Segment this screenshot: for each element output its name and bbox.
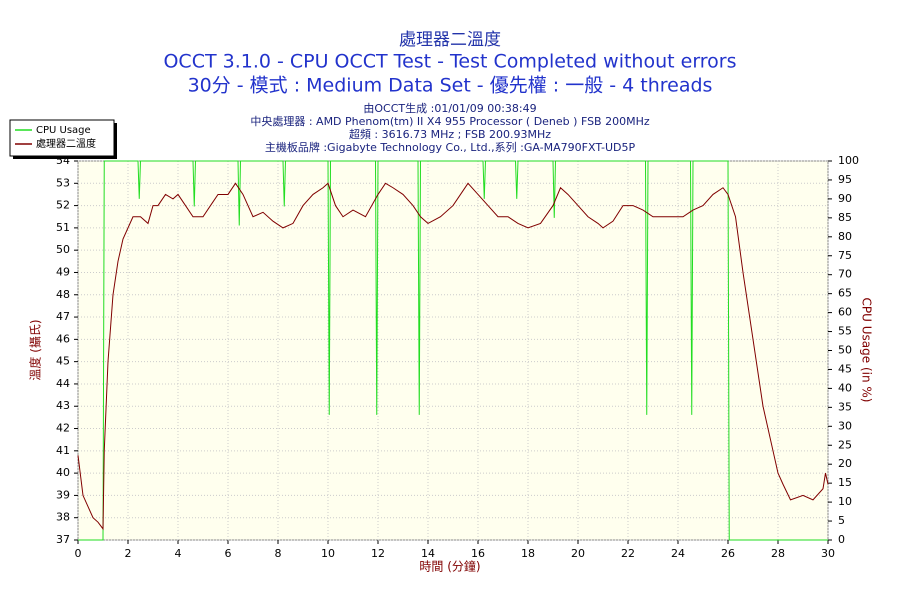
y-tick-label: 40 [56,466,70,479]
y-tick-label: 45 [56,355,70,368]
x-tick-label: 2 [125,547,132,560]
y-tick-label: 42 [56,422,70,435]
y-tick-label: 53 [56,176,70,189]
x-tick-label: 30 [821,547,835,560]
info-line: 主機板品牌 :Gigabyte Technology Co., Ltd.,系列 … [265,140,636,154]
legend-label: 處理器二溫度 [36,137,96,150]
y2-tick-label: 65 [838,287,852,300]
y2-tick-label: 85 [838,211,852,224]
x-tick-label: 16 [471,547,485,560]
data-line [77,182,829,531]
info-line: 由OCCT生成 :01/01/09 00:38:49 [363,101,536,115]
y2-tick-label: 30 [838,419,852,432]
y-tick-label: 47 [56,310,70,323]
x-axis-label: 時間 (分鐘) [419,559,480,574]
y2-tick-label: 60 [838,306,852,319]
y2-tick-label: 80 [838,230,852,243]
chart-title: 處理器二溫度 [399,30,501,50]
x-tick-label: 10 [321,547,335,560]
x-tick-label: 18 [521,547,535,560]
y2-tick-label: 0 [838,533,845,546]
y2-tick-label: 45 [838,362,852,375]
x-tick-label: 12 [371,547,385,560]
y2-tick-label: 50 [838,344,852,357]
x-tick-label: 14 [421,547,435,560]
legend-label: CPU Usage [36,125,91,136]
y2-tick-label: 55 [838,325,852,338]
y2-tick-label: 15 [838,476,852,489]
y2-axis-label: CPU Usage (in %) [860,298,874,403]
y2-tick-label: 95 [838,173,852,186]
y-tick-label: 50 [56,243,70,256]
title-line: OCCT 3.1.0 - CPU OCCT Test - Test Comple… [163,51,736,73]
x-tick-label: 24 [671,547,685,560]
y-tick-label: 43 [56,399,70,412]
y-tick-label: 41 [56,444,70,457]
y-tick-label: 46 [56,332,70,345]
legend-box [9,119,115,157]
y2-tick-label: 25 [838,438,852,451]
info-line: 中央處理器 : AMD Phenom(tm) II X4 955 Process… [250,114,650,128]
y-tick-label: 48 [56,288,70,301]
y-tick-label: 52 [56,199,70,212]
y-tick-label: 39 [56,488,70,501]
x-tick-label: 22 [621,547,635,560]
data-line [78,160,828,541]
y2-tick-label: 40 [838,381,852,394]
y2-tick-label: 70 [838,268,852,281]
x-tick-label: 0 [75,547,82,560]
y2-tick-label: 20 [838,457,852,470]
x-tick-label: 28 [771,547,785,560]
plot-area [77,160,829,541]
y-tick-label: 38 [56,511,70,524]
x-tick-label: 6 [225,547,232,560]
y2-tick-label: 100 [838,154,859,167]
y2-tick-label: 75 [838,249,852,262]
y2-tick-label: 5 [838,514,845,527]
y2-tick-label: 35 [838,400,852,413]
y-tick-label: 51 [56,221,70,234]
y-axis-label: 溫度 (攝氏) [28,319,43,380]
y2-tick-label: 90 [838,192,852,205]
x-tick-label: 20 [571,547,585,560]
y2-tick-label: 10 [838,495,852,508]
y-tick-label: 49 [56,265,70,278]
x-tick-label: 26 [721,547,735,560]
y-tick-label: 44 [56,377,70,390]
x-tick-label: 8 [275,547,282,560]
info-line: 超頻 : 3616.73 MHz ; FSB 200.93MHz [349,127,551,141]
y-tick-label: 37 [56,533,70,546]
title-line: 30分 - 模式 : Medium Data Set - 優先權 : 一般 - … [188,75,713,97]
x-tick-label: 4 [175,547,182,560]
